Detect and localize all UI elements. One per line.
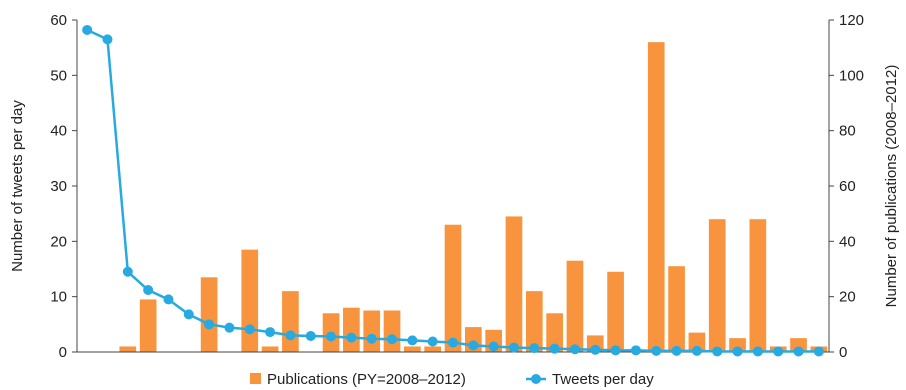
bar-publications [525,291,543,352]
point-tweets-per-day [813,346,824,357]
point-tweets-per-day [793,346,804,357]
bar-publications [139,299,157,352]
y-left-tick-label: 60 [50,12,67,29]
y-right-tick-label: 20 [839,289,856,306]
legend-label-publications: Publications (PY=2008–2012) [267,371,466,388]
point-tweets-per-day [387,334,398,345]
point-tweets-per-day [122,266,133,277]
y-left-tick-label: 20 [50,233,67,250]
y-right-tick-label: 0 [839,344,847,361]
legend: Publications (PY=2008–2012) Tweets per d… [250,371,654,388]
point-tweets-per-day [163,294,174,305]
legend-swatch-publications [250,373,261,384]
y-left-tick-label: 10 [50,289,67,306]
bar-series [119,42,828,353]
bar-publications [607,271,624,352]
point-tweets-per-day [732,346,743,357]
point-tweets-per-day [407,335,418,346]
point-tweets-per-day [569,344,580,355]
y-right-tick-label: 60 [839,178,856,195]
point-tweets-per-day [285,330,296,341]
y-right-tick-label: 40 [839,233,856,250]
point-tweets-per-day [82,24,93,35]
legend-label-tweets: Tweets per day [552,371,654,388]
bar-publications [647,42,665,353]
bar-publications [444,224,462,352]
point-tweets-per-day [448,337,458,348]
bar-publications [282,291,299,352]
bar-publications [546,313,563,352]
point-tweets-per-day [143,285,154,296]
point-tweets-per-day [590,344,601,355]
bar-publications [261,346,279,352]
point-tweets-per-day [691,345,702,356]
y-left-tick-label: 50 [50,67,67,84]
point-tweets-per-day [508,342,519,353]
point-tweets-per-day [102,34,113,45]
point-tweets-per-day [488,341,499,352]
point-tweets-per-day [651,345,662,356]
point-tweets-per-day [671,345,682,356]
y-axis-right-title: Number of publications (2008–2012) [883,65,900,308]
bar-publications [566,260,584,352]
point-tweets-per-day [224,322,235,333]
bar-publications [363,310,381,352]
point-tweets-per-day [305,330,316,341]
point-tweets-per-day [773,346,784,357]
point-tweets-per-day [752,346,763,357]
y-left-tick-label: 0 [59,344,67,361]
bar-publications [343,307,360,352]
point-tweets-per-day [244,324,255,335]
point-tweets-per-day [529,343,540,354]
y-right-tick-label: 100 [839,67,864,84]
legend-swatch-tweets-marker [531,374,541,384]
y-right-tick-label: 80 [839,123,856,140]
y-left-tick-label: 30 [50,178,67,195]
bar-publications [383,310,401,352]
point-tweets-per-day [346,332,357,343]
point-tweets-per-day [427,336,438,347]
bar-publications [424,346,442,352]
bar-publications [729,338,746,352]
y-right-tick-label: 120 [839,12,864,29]
y-left-tick-label: 40 [50,123,67,140]
axis-labels: 0 10 20 30 40 50 60 0 20 40 60 80 100 120 [50,12,864,361]
bar-publications [200,277,218,352]
point-tweets-per-day [265,327,276,338]
axis-titles: Number of tweets per day Number of publi… [9,65,900,308]
point-tweets-per-day [204,319,215,330]
bar-publications [790,338,807,352]
point-tweets-per-day [630,345,641,356]
y-axis-left-title: Number of tweets per day [9,100,26,272]
bar-publications [708,219,726,352]
bar-publications [505,216,523,352]
point-tweets-per-day [366,333,377,344]
point-tweets-per-day [183,309,194,320]
line-series [82,24,824,357]
point-tweets-per-day [610,345,621,356]
bar-publications [688,332,706,352]
bar-publications [668,266,685,352]
point-tweets-per-day [712,346,723,357]
point-tweets-per-day [326,331,337,342]
bar-publications [119,346,137,352]
bar-publications [241,249,259,352]
point-tweets-per-day [468,340,479,351]
bar-publications [404,346,421,352]
bar-publications [749,219,767,352]
point-tweets-per-day [549,343,560,354]
